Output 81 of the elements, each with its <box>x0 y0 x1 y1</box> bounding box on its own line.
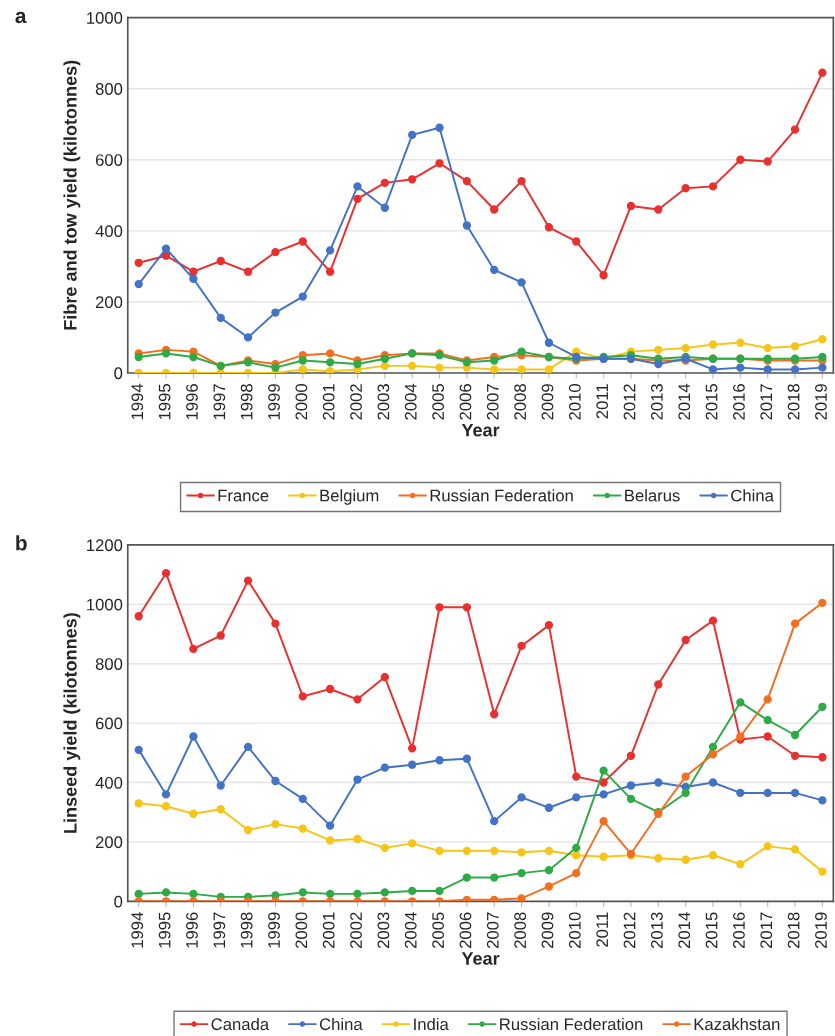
x-tick-label: 1999 <box>268 384 280 420</box>
y-axis-title: Fibre and tow yield (kilotonnes) <box>63 60 81 330</box>
x-tick-label: 1994 <box>131 383 144 420</box>
x-tick-label: 2007 <box>486 384 499 420</box>
x-tick-label: 2017 <box>760 384 773 420</box>
x-tick-label: 1998 <box>240 384 253 420</box>
text: b <box>16 535 27 551</box>
legend-label: Russian Federation <box>430 489 573 502</box>
x-tick-label: 2001 <box>322 384 335 420</box>
x-tick-label: 2009 <box>541 384 554 420</box>
legend-label: India <box>414 1017 449 1031</box>
x-tick-label: 2003 <box>377 384 390 420</box>
x-tick-label: 2006 <box>459 384 472 420</box>
x-tick-label: 2004 <box>404 912 417 948</box>
x-tick-label: 2008 <box>514 912 527 948</box>
x-tick-label: 2017 <box>760 912 773 948</box>
x-tick-label: 2018 <box>787 384 800 420</box>
x-tick-label: 1996 <box>186 912 198 948</box>
x-tick-label: 2016 <box>733 384 745 420</box>
x-tick-label: 1996 <box>186 384 198 420</box>
x-tick-label: 1999 <box>268 912 280 948</box>
x-tick-label: 2014 <box>678 383 691 420</box>
x-tick-label: 2008 <box>514 384 527 420</box>
x-tick-label: 2009 <box>541 912 554 948</box>
y-tick-label: 400 <box>95 776 123 789</box>
x-tick-label: 2014 <box>678 912 691 948</box>
y-tick-label: 1000 <box>87 598 123 611</box>
x-tick-label: 1994 <box>131 912 144 948</box>
x-tick-label: 2001 <box>322 912 335 948</box>
x-tick-label: 1998 <box>240 912 253 948</box>
text: a <box>15 11 27 24</box>
x-tick-label: 2002 <box>350 912 362 948</box>
x-axis-title: Year <box>461 423 500 437</box>
x-tick-label: 1997 <box>213 912 226 948</box>
y-axis-title: Linseed yield (kilotonnes) <box>63 613 81 833</box>
x-tick-label: 2013 <box>650 384 663 420</box>
x-tick-label: 2000 <box>295 912 308 948</box>
y-tick-label: 0 <box>114 895 123 908</box>
legend-label: Canada <box>211 1017 270 1031</box>
x-tick-label: 2003 <box>377 912 390 948</box>
x-tick-label: 2019 <box>815 384 827 420</box>
x-tick-label: 2012 <box>623 912 636 948</box>
x-tick-label: 1997 <box>213 384 226 420</box>
x-tick-label: 2010 <box>568 912 581 948</box>
y-tick-label: 800 <box>95 658 123 670</box>
legend-label: Belgium <box>320 489 379 505</box>
x-tick-label: 2011 <box>596 912 609 947</box>
x-tick-label: 2013 <box>650 912 663 948</box>
y-tick-label: 1200 <box>87 539 123 552</box>
x-tick-label: 1995 <box>158 912 171 948</box>
x-tick-label: 2002 <box>350 384 362 420</box>
y-tick-label: 0 <box>114 367 123 380</box>
x-tick-label: 2010 <box>568 384 581 420</box>
y-tick-label: 1000 <box>87 12 123 24</box>
x-tick-label: 2015 <box>705 384 718 420</box>
legend-label: China <box>731 489 774 502</box>
x-tick-label: 2018 <box>787 912 800 948</box>
x-tick-label: 2006 <box>459 912 472 948</box>
x-tick-label: 2004 <box>404 383 417 420</box>
y-tick-label: 600 <box>95 154 123 166</box>
legend-label: Russian Federation <box>500 1017 643 1031</box>
x-tick-label: 2016 <box>733 912 745 948</box>
x-tick-label: 2007 <box>486 912 499 948</box>
x-tick-label: 2012 <box>623 384 636 420</box>
x-axis-title: Year <box>461 952 500 965</box>
y-tick-label: 200 <box>95 296 123 309</box>
x-tick-label: 2019 <box>815 912 827 948</box>
legend-label: Kazakhstan <box>694 1017 780 1031</box>
y-tick-label: 600 <box>95 717 123 730</box>
x-tick-label: 1995 <box>158 384 171 420</box>
x-tick-label: 2005 <box>432 384 444 420</box>
legend-label: France <box>218 489 269 502</box>
legend-label: China <box>319 1017 363 1031</box>
y-tick-label: 200 <box>95 836 123 849</box>
legend-label: Belarus <box>625 489 680 502</box>
y-tick-label: 400 <box>95 225 123 238</box>
x-tick-label: 2011 <box>596 384 609 419</box>
x-tick-label: 2015 <box>705 912 718 948</box>
x-tick-label: 2005 <box>432 912 444 948</box>
x-tick-label: 2000 <box>295 384 308 420</box>
y-tick-label: 800 <box>95 83 123 95</box>
